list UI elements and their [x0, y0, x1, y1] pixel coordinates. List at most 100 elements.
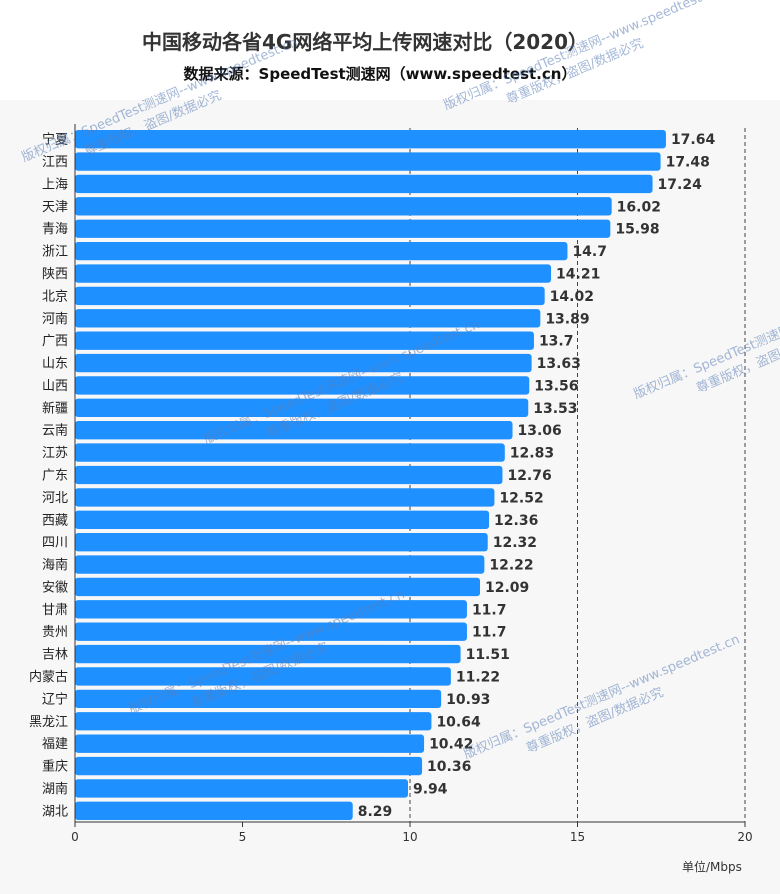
category-label: 北京	[42, 289, 68, 304]
data-label: 12.52	[499, 490, 543, 506]
bar	[75, 488, 495, 507]
bar	[75, 264, 552, 283]
bar	[75, 600, 467, 619]
chart-title: 中国移动各省4G网络平均上传网速对比（2020）	[142, 30, 588, 54]
data-label: 12.22	[489, 558, 533, 574]
data-label: 13.7	[539, 334, 574, 350]
category-label: 河北	[42, 491, 68, 506]
data-label: 14.21	[556, 267, 600, 283]
x-tick-label: 10	[402, 830, 417, 844]
data-label: 13.89	[545, 311, 589, 327]
category-label: 河南	[42, 311, 68, 327]
bar	[75, 689, 442, 709]
data-label: 12.32	[493, 535, 537, 551]
data-label: 17.64	[671, 132, 716, 148]
category-label: 江西	[42, 155, 68, 170]
bar	[75, 286, 545, 306]
bar	[75, 353, 532, 373]
x-tick-label: 20	[737, 830, 752, 844]
category-label: 陕西	[42, 267, 68, 282]
data-label: 15.98	[615, 222, 659, 238]
data-label: 10.93	[446, 692, 490, 708]
x-tick-label: 15	[570, 830, 585, 844]
bar	[75, 577, 481, 597]
data-label: 17.24	[658, 177, 703, 193]
category-label: 天津	[42, 200, 68, 215]
x-tick-label: 0	[71, 830, 79, 844]
data-label: 12.36	[494, 513, 538, 529]
bar	[75, 779, 408, 798]
bar	[75, 174, 653, 194]
data-label: 9.94	[413, 781, 448, 797]
bar	[75, 241, 568, 261]
bar	[75, 532, 488, 552]
category-label: 内蒙古	[29, 669, 68, 685]
bar	[75, 510, 490, 529]
category-label: 西藏	[42, 513, 68, 528]
data-label: 12.83	[510, 446, 554, 462]
category-label: 海南	[42, 557, 68, 573]
category-label: 上海	[42, 177, 68, 192]
bar	[75, 130, 666, 149]
category-label: 甘肃	[42, 603, 68, 618]
bar	[75, 331, 534, 350]
category-label: 山东	[42, 357, 68, 372]
bar	[75, 667, 451, 686]
category-label: 江苏	[42, 445, 68, 461]
bar	[75, 756, 423, 776]
category-label: 福建	[42, 737, 68, 752]
data-label: 12.09	[485, 580, 529, 596]
category-label: 贵州	[42, 625, 68, 640]
data-label: 11.22	[456, 669, 500, 685]
category-label: 广西	[42, 334, 68, 349]
bar	[75, 152, 661, 171]
bar	[75, 644, 461, 664]
bar	[75, 219, 611, 238]
bar	[75, 421, 513, 440]
category-label: 青海	[42, 222, 68, 237]
category-label: 宁夏	[42, 132, 68, 148]
bar	[75, 801, 353, 820]
category-label: 广东	[42, 469, 68, 484]
bar	[75, 734, 425, 753]
bar	[75, 376, 530, 395]
bar	[75, 622, 467, 641]
category-label: 湖南	[42, 781, 68, 797]
data-label: 14.02	[550, 289, 594, 305]
data-label: 13.06	[518, 423, 562, 439]
chart-subtitle: 数据来源：SpeedTest测速网（www.speedtest.cn）	[183, 65, 577, 83]
bar	[75, 555, 485, 574]
data-label: 13.53	[533, 401, 577, 417]
category-label: 辽宁	[42, 691, 68, 707]
bar	[75, 197, 612, 216]
category-label: 重庆	[42, 759, 68, 775]
bar	[75, 443, 505, 462]
data-label: 8.29	[358, 804, 393, 820]
data-label: 11.7	[472, 602, 507, 618]
data-label: 16.02	[617, 199, 661, 215]
bar	[75, 465, 503, 485]
category-label: 黑龙江	[29, 715, 68, 730]
category-label: 湖北	[42, 804, 68, 819]
x-tick-label: 5	[239, 830, 247, 844]
bar	[75, 309, 541, 328]
category-label: 山西	[42, 379, 68, 394]
data-label: 10.36	[427, 759, 471, 775]
category-label: 吉林	[42, 648, 68, 663]
data-label: 17.48	[666, 155, 710, 171]
data-label: 10.64	[436, 714, 481, 730]
bar	[75, 712, 432, 731]
data-label: 11.51	[466, 647, 510, 663]
bar	[75, 398, 529, 418]
data-label: 13.56	[534, 378, 578, 394]
category-label: 四川	[42, 536, 68, 551]
category-label: 浙江	[42, 245, 68, 260]
category-label: 新疆	[42, 400, 68, 416]
data-label: 11.7	[472, 625, 507, 641]
data-label: 14.7	[572, 244, 607, 260]
data-label: 13.63	[537, 356, 581, 372]
data-label: 10.42	[429, 737, 473, 753]
category-label: 云南	[42, 423, 68, 439]
category-label: 安徽	[42, 580, 68, 595]
